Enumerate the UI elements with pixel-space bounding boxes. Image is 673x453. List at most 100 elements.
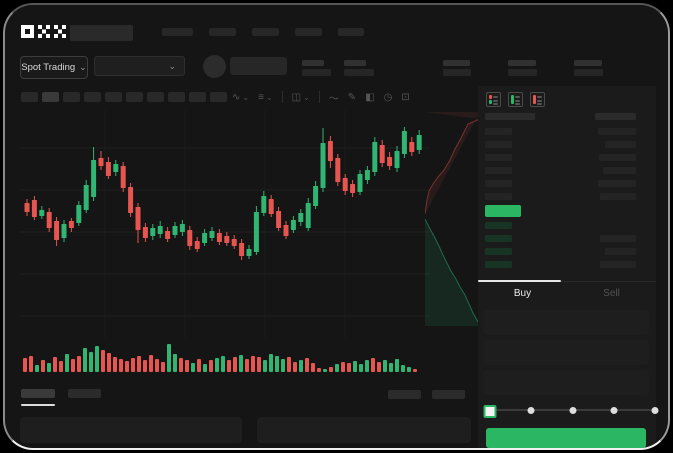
- slider-stop-4[interactable]: [651, 407, 659, 414]
- chevron-down-icon: ⌄: [79, 62, 87, 72]
- book-bids-icon[interactable]: [508, 92, 523, 107]
- nav-item-placeholder[interactable]: [209, 28, 236, 36]
- overlays-icon[interactable]: ≡ ⌄: [258, 91, 273, 103]
- slider-stop-3[interactable]: [610, 407, 618, 414]
- amount-placeholder: [600, 193, 636, 200]
- okx-logo[interactable]: [21, 25, 66, 39]
- amount-placeholder: [598, 180, 636, 187]
- volume-chart: [23, 344, 417, 372]
- top-nav: [162, 28, 364, 36]
- nav-item-placeholder[interactable]: [338, 28, 364, 36]
- timeframe-button[interactable]: [126, 92, 143, 102]
- ask-row[interactable]: [485, 154, 636, 161]
- nav-item-placeholder[interactable]: [295, 28, 322, 36]
- price-placeholder: [485, 248, 512, 255]
- ticker-stats-right: [443, 60, 603, 76]
- amount-placeholder: [600, 261, 636, 268]
- ask-row[interactable]: [485, 167, 636, 174]
- tab-sell[interactable]: Sell: [603, 287, 620, 299]
- active-tab-indicator: [478, 280, 561, 282]
- market-type-label: Spot Trading: [21, 62, 76, 73]
- indicators-icon[interactable]: ∿ ⌄: [232, 91, 250, 103]
- ask-row[interactable]: [485, 141, 636, 148]
- timeframe-button[interactable]: [105, 92, 122, 102]
- amount-slider[interactable]: [483, 403, 659, 418]
- timeframe-button[interactable]: [210, 92, 227, 102]
- timeframe-button[interactable]: [147, 92, 164, 102]
- timeframe-button[interactable]: [63, 92, 80, 102]
- bottom-action-button[interactable]: [388, 390, 421, 399]
- price-placeholder: [485, 261, 512, 268]
- line-tool-icon[interactable]: 〜: [328, 93, 339, 105]
- snapshot-icon[interactable]: ◧: [365, 91, 375, 103]
- orderbook-view-toggles: [486, 92, 545, 107]
- order-form-tabs: Buy Sell: [478, 280, 656, 304]
- pair-selector-dropdown[interactable]: ⌄: [94, 56, 185, 76]
- product-name-placeholder: [70, 25, 133, 41]
- stat-value-placeholder: [443, 69, 471, 76]
- last-price-badge[interactable]: [485, 205, 521, 217]
- ask-row[interactable]: [485, 193, 636, 200]
- price-placeholder: [485, 193, 512, 200]
- tab-buy[interactable]: Buy: [513, 287, 532, 299]
- fullscreen-icon[interactable]: ⊡: [401, 91, 410, 103]
- stat-value-placeholder: [344, 69, 374, 76]
- stat-label-placeholder: [443, 60, 470, 66]
- slider-stop-2[interactable]: [569, 407, 576, 414]
- bottom-tabs: [21, 389, 101, 398]
- depth-chart: [425, 112, 480, 326]
- stat-label-placeholder: [302, 60, 324, 66]
- slider-stop-0[interactable]: [483, 405, 497, 418]
- orders-panel: [257, 417, 471, 443]
- timeframe-button[interactable]: [84, 92, 101, 102]
- order-book-header[interactable]: [485, 113, 636, 120]
- amount-placeholder: [605, 248, 636, 255]
- tab-order-history[interactable]: [68, 389, 101, 398]
- slider-stop-1[interactable]: [527, 407, 535, 414]
- ask-row[interactable]: [485, 128, 636, 135]
- bid-row[interactable]: [485, 235, 636, 242]
- book-asks-icon[interactable]: [530, 92, 545, 107]
- price-placeholder: [485, 154, 512, 161]
- nav-item-placeholder[interactable]: [252, 28, 279, 36]
- order-input-2[interactable]: [483, 370, 649, 395]
- stat-value-placeholder: [508, 69, 537, 76]
- ticker-stat: [344, 60, 374, 76]
- ticker-stat: [508, 60, 537, 76]
- order-input-1[interactable]: [483, 340, 649, 365]
- amount-placeholder: [598, 128, 636, 135]
- app-window: Spot Trading ⌄ ⌄ ∿ ⌄ ≡ ⌄ ◫ ⌄ 〜 ✎ ◧ ◷ ⊡: [5, 5, 668, 448]
- order-input-0[interactable]: [483, 310, 649, 335]
- timeframe-button[interactable]: [21, 92, 38, 102]
- bid-row[interactable]: [485, 248, 636, 255]
- stat-label-placeholder: [344, 60, 366, 66]
- ask-row[interactable]: [485, 180, 636, 187]
- pair-title-placeholder: [230, 57, 287, 75]
- stat-value-placeholder: [302, 69, 331, 76]
- history-icon[interactable]: ◷: [383, 91, 393, 103]
- chart-style-icon[interactable]: ◫ ⌄: [291, 91, 310, 103]
- bid-row[interactable]: [485, 222, 636, 229]
- orders-panel: [20, 417, 242, 443]
- book-both-icon[interactable]: [486, 92, 501, 107]
- amount-placeholder: [605, 141, 636, 148]
- timeframe-button[interactable]: [168, 92, 185, 102]
- timeframe-button[interactable]: [189, 92, 206, 102]
- timeframe-button[interactable]: [42, 92, 59, 102]
- ticker-stat: [574, 60, 603, 76]
- bottom-action-button[interactable]: [432, 390, 465, 399]
- tab-open-orders[interactable]: [21, 389, 55, 398]
- price-placeholder: [485, 222, 512, 229]
- amount-placeholder: [599, 154, 636, 161]
- buy-submit-button[interactable]: [486, 428, 646, 448]
- draw-tool-icon[interactable]: ✎: [347, 91, 357, 103]
- chart-tools: ∿ ⌄ ≡ ⌄ ◫ ⌄ 〜 ✎ ◧ ◷ ⊡: [232, 90, 410, 105]
- candlestick-chart[interactable]: [20, 110, 430, 338]
- nav-item-placeholder[interactable]: [162, 28, 193, 36]
- bid-row[interactable]: [485, 261, 636, 268]
- market-type-dropdown[interactable]: Spot Trading ⌄: [20, 56, 88, 79]
- order-form: [483, 310, 649, 395]
- coin-avatar: [203, 55, 226, 78]
- ticker-stats-left: [302, 60, 374, 76]
- price-placeholder: [485, 141, 512, 148]
